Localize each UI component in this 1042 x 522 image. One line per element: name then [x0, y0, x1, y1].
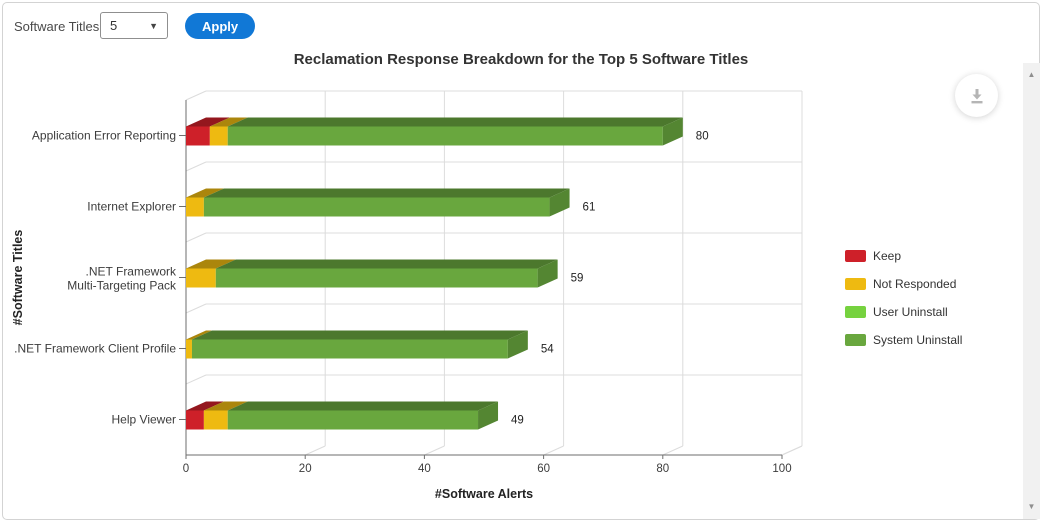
- bar-segment-system-uninstall[interactable]: [215, 268, 538, 288]
- x-tick-label: 100: [772, 463, 791, 475]
- legend-item-system-uninstall[interactable]: System Uninstall: [845, 326, 962, 354]
- category-label: .NET Framework Client Profile: [14, 342, 176, 356]
- chevron-down-icon: ▼: [149, 20, 158, 31]
- select-value: 5: [110, 18, 118, 33]
- plot-corner-top-left: [185, 90, 207, 101]
- bar-segment-top-keep[interactable]: [186, 401, 224, 411]
- x-tick-label: 0: [183, 463, 189, 475]
- y-gridline-diagonal: [185, 374, 207, 385]
- bar-segment-not-responded[interactable]: [186, 197, 204, 217]
- legend-swatch-not-responded: [845, 278, 866, 290]
- y-gridline-diagonal: [185, 232, 207, 243]
- bar-segment-not-responded[interactable]: [209, 126, 228, 146]
- y-axis-title: #Software Titles: [11, 230, 25, 326]
- bar-segment-system-uninstall[interactable]: [191, 339, 508, 359]
- y-gridline-diagonal: [185, 161, 207, 172]
- bar-segment-top-not-responded[interactable]: [186, 259, 236, 269]
- software-titles-select[interactable]: 5 ▼: [100, 12, 168, 39]
- x-gridline-diagonal: [662, 445, 684, 456]
- vertical-scrollbar[interactable]: ▲ ▼: [1023, 63, 1040, 519]
- scroll-up-icon[interactable]: ▲: [1027, 70, 1036, 79]
- bar-segment-top-system-uninstall[interactable]: [227, 401, 499, 411]
- bar-segment-system-uninstall[interactable]: [227, 410, 479, 430]
- download-icon: [971, 88, 982, 103]
- legend-label-not-responded: Not Responded: [873, 277, 957, 291]
- bar-segment-top-system-uninstall[interactable]: [203, 188, 570, 198]
- bar-end-cap[interactable]: [662, 117, 683, 146]
- x-tick-label: 20: [299, 463, 312, 475]
- bar-total-label: 61: [583, 202, 596, 214]
- category-label: Help Viewer: [112, 413, 176, 427]
- bar-total-label: 49: [511, 415, 524, 427]
- bar-segment-not-responded[interactable]: [186, 268, 216, 288]
- bar-end-cap[interactable]: [507, 330, 528, 359]
- bar-segment-top-not-responded[interactable]: [203, 401, 248, 411]
- legend-swatch-user-uninstall: [845, 306, 866, 318]
- bar-segment-keep[interactable]: [186, 126, 210, 146]
- legend-item-keep[interactable]: Keep: [845, 242, 962, 270]
- x-gridline-diagonal: [543, 445, 564, 456]
- category-label: .NET Framework Multi-Targeting Pack: [67, 265, 177, 293]
- apply-button[interactable]: Apply: [185, 13, 256, 39]
- bar-end-cap[interactable]: [549, 188, 570, 217]
- bar-segment-system-uninstall[interactable]: [227, 126, 663, 146]
- legend-item-user-uninstall[interactable]: User Uninstall: [845, 298, 962, 326]
- bar-total-label: 54: [541, 344, 554, 356]
- bar-segment-top-not-responded[interactable]: [209, 117, 248, 127]
- bar-segment-top-keep[interactable]: [186, 117, 230, 127]
- y-gridline-diagonal: [185, 303, 207, 314]
- bar-segment-keep[interactable]: [186, 410, 204, 430]
- legend-swatch-keep: [845, 250, 866, 262]
- chart-title: Reclamation Response Breakdown for the T…: [293, 51, 749, 68]
- software-titles-label: Software Titles:: [14, 19, 103, 34]
- legend-swatch-system-uninstall: [845, 334, 866, 346]
- x-gridline-diagonal: [304, 445, 326, 456]
- legend-label-system-uninstall: System Uninstall: [873, 333, 963, 347]
- bar-segment-top-not-responded[interactable]: [186, 330, 212, 340]
- bar-end-cap[interactable]: [478, 401, 499, 430]
- category-label: Application Error Reporting: [32, 129, 176, 143]
- x-axis-title: #Software Alerts: [435, 487, 533, 501]
- legend-label-user-uninstall: User Uninstall: [873, 305, 948, 319]
- bar-segment-not-responded[interactable]: [186, 339, 192, 359]
- bar-segment-system-uninstall[interactable]: [203, 197, 550, 217]
- bar-segment-top-system-uninstall[interactable]: [191, 330, 528, 340]
- download-button[interactable]: [955, 74, 998, 117]
- x-tick-label: 40: [418, 463, 431, 475]
- x-gridline-diagonal: [781, 445, 803, 456]
- bar-total-label: 80: [696, 131, 709, 143]
- bar-segment-not-responded[interactable]: [203, 410, 228, 430]
- bar-end-cap[interactable]: [537, 259, 558, 288]
- bar-total-label: 59: [571, 273, 584, 285]
- chart-legend: Keep Not Responded User Uninstall System…: [845, 242, 962, 354]
- category-label: Internet Explorer: [87, 200, 176, 214]
- scroll-down-icon[interactable]: ▼: [1027, 502, 1036, 511]
- bar-segment-top-not-responded[interactable]: [186, 188, 224, 198]
- legend-label-keep: Keep: [873, 249, 902, 263]
- x-tick-label: 80: [656, 463, 669, 475]
- bar-segment-top-system-uninstall[interactable]: [227, 117, 683, 127]
- x-tick-label: 60: [537, 463, 550, 475]
- bar-segment-top-system-uninstall[interactable]: [215, 259, 558, 269]
- legend-item-not-responded[interactable]: Not Responded: [845, 270, 962, 298]
- x-gridline-diagonal: [424, 445, 445, 456]
